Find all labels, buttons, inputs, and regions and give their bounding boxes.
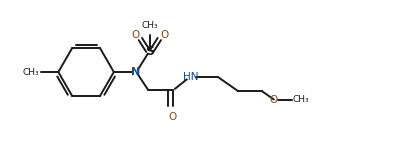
Text: O: O bbox=[169, 112, 177, 122]
Text: O: O bbox=[270, 94, 278, 105]
Text: CH₃: CH₃ bbox=[23, 68, 40, 76]
Text: N: N bbox=[131, 67, 140, 77]
Text: O: O bbox=[160, 30, 168, 40]
Text: HN: HN bbox=[183, 72, 198, 82]
Text: O: O bbox=[131, 30, 139, 40]
Text: CH₃: CH₃ bbox=[293, 95, 309, 104]
Text: CH₃: CH₃ bbox=[141, 21, 158, 30]
Text: S: S bbox=[145, 45, 154, 58]
